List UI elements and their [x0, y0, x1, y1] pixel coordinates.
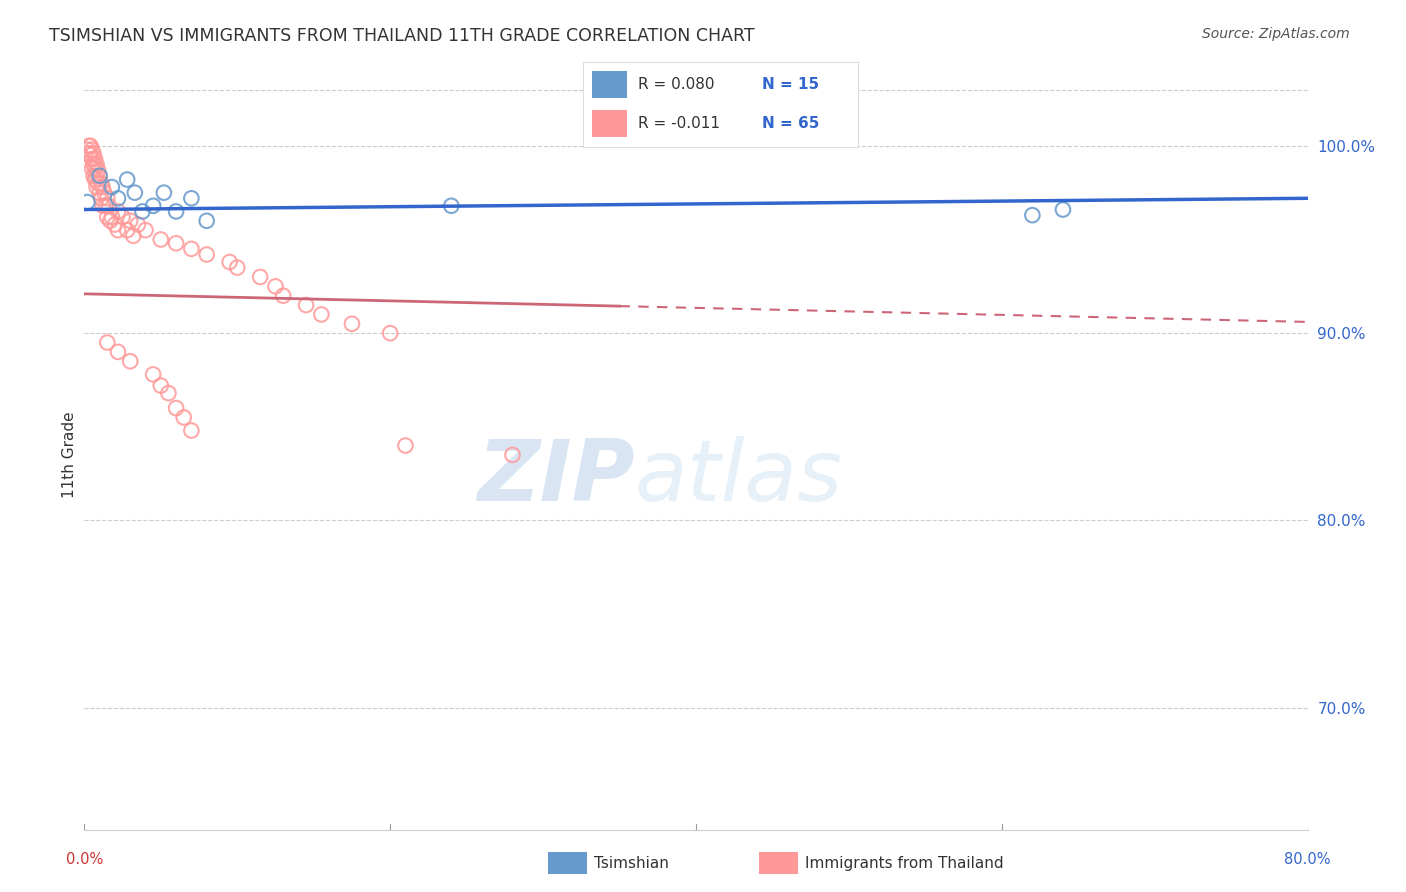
Point	[107, 204, 129, 219]
Point	[107, 223, 129, 237]
Point	[165, 401, 187, 415]
Point	[84, 152, 107, 166]
Text: TSIMSHIAN VS IMMIGRANTS FROM THAILAND 11TH GRADE CORRELATION CHART: TSIMSHIAN VS IMMIGRANTS FROM THAILAND 11…	[49, 27, 755, 45]
Point	[83, 146, 105, 161]
Point	[91, 180, 114, 194]
Point	[142, 199, 165, 213]
Point	[127, 218, 149, 232]
Text: N = 15: N = 15	[762, 77, 818, 92]
Text: N = 65: N = 65	[762, 116, 820, 131]
Point	[80, 143, 103, 157]
Point	[89, 169, 111, 183]
Point	[96, 210, 118, 224]
Point	[93, 186, 115, 200]
Point	[180, 191, 202, 205]
Point	[86, 169, 108, 183]
Point	[195, 213, 218, 227]
Text: Tsimshian: Tsimshian	[595, 855, 669, 871]
Point	[96, 335, 118, 350]
Text: Immigrants from Thailand: Immigrants from Thailand	[806, 855, 1004, 871]
Point	[94, 199, 117, 213]
Point	[1052, 202, 1074, 217]
Point	[173, 410, 195, 425]
Point	[264, 279, 287, 293]
Point	[311, 307, 333, 321]
Point	[226, 260, 249, 275]
Point	[91, 199, 114, 213]
Point	[1021, 208, 1043, 222]
Point	[86, 180, 108, 194]
Point	[218, 255, 240, 269]
Bar	[592, 71, 627, 98]
Point	[149, 378, 172, 392]
Point	[87, 163, 110, 178]
Point	[120, 213, 142, 227]
Point	[135, 223, 157, 237]
Text: 80.0%: 80.0%	[1284, 852, 1331, 867]
Point	[76, 195, 98, 210]
Text: ZIP: ZIP	[477, 436, 636, 519]
Point	[96, 191, 118, 205]
Point	[115, 223, 138, 237]
Point	[142, 368, 165, 382]
Point	[380, 326, 402, 340]
Point	[89, 169, 111, 183]
Point	[83, 157, 105, 171]
Point	[295, 298, 318, 312]
Point	[98, 213, 121, 227]
Point	[84, 172, 107, 186]
Point	[101, 180, 124, 194]
Y-axis label: 11th Grade: 11th Grade	[62, 411, 77, 499]
Point	[80, 152, 103, 166]
Point	[101, 210, 124, 224]
Point	[165, 236, 187, 251]
Point	[157, 386, 180, 401]
Bar	[592, 110, 627, 137]
Text: atlas: atlas	[636, 436, 842, 519]
Point	[149, 232, 172, 246]
Point	[83, 169, 105, 183]
Point	[440, 199, 463, 213]
Text: R = -0.011: R = -0.011	[638, 116, 720, 131]
Point	[79, 138, 101, 153]
Point	[153, 186, 176, 200]
Point	[107, 191, 129, 205]
Text: R = 0.080: R = 0.080	[638, 77, 714, 92]
Point	[107, 344, 129, 359]
Point	[89, 186, 111, 200]
Point	[115, 172, 138, 186]
Point	[86, 157, 108, 171]
Text: 0.0%: 0.0%	[66, 852, 103, 867]
Point	[77, 138, 100, 153]
Point	[87, 176, 110, 190]
Point	[111, 210, 134, 224]
Point	[120, 354, 142, 368]
Point	[131, 204, 153, 219]
Bar	[548, 852, 588, 874]
Point	[165, 204, 187, 219]
Point	[76, 143, 98, 157]
Point	[79, 148, 101, 162]
Point	[80, 161, 103, 176]
Point	[122, 228, 145, 243]
Point	[97, 199, 120, 213]
Point	[502, 448, 524, 462]
Point	[124, 186, 146, 200]
Point	[340, 317, 363, 331]
Point	[195, 247, 218, 261]
Point	[249, 269, 271, 284]
Point	[180, 424, 202, 438]
Point	[77, 146, 100, 161]
Point	[90, 191, 112, 205]
Point	[90, 176, 112, 190]
Point	[180, 242, 202, 256]
Point	[394, 439, 416, 453]
Bar	[759, 852, 799, 874]
Point	[104, 218, 127, 232]
Point	[84, 161, 107, 176]
Point	[271, 288, 294, 302]
Text: Source: ZipAtlas.com: Source: ZipAtlas.com	[1202, 27, 1350, 41]
